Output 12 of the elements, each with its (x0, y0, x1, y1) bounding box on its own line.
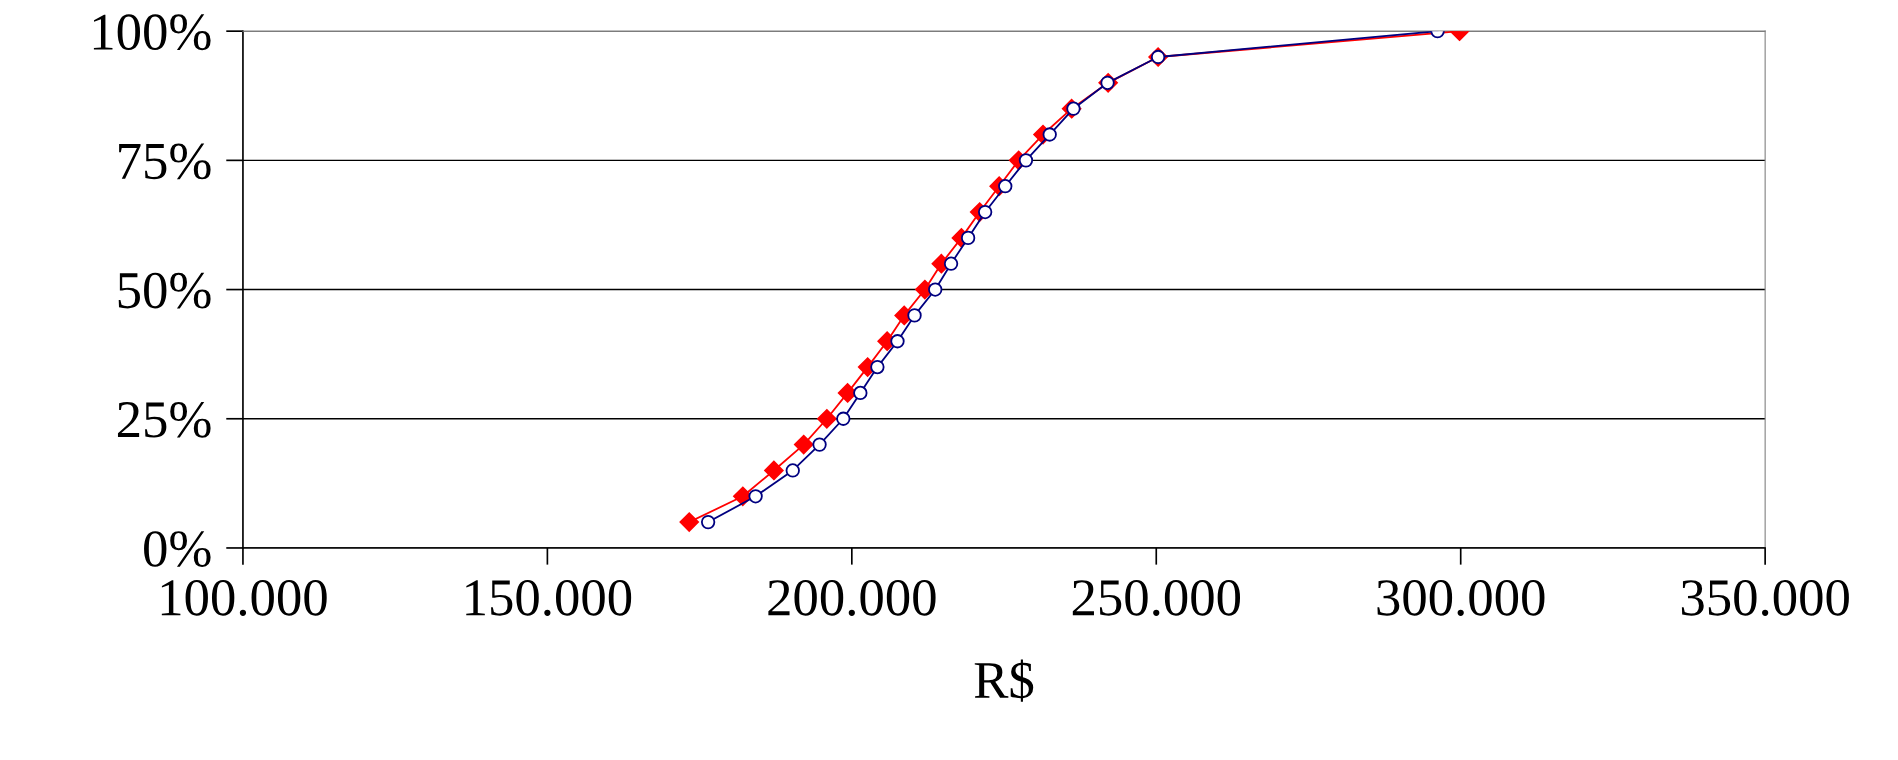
y-tick-label: 100% (93, 14, 211, 51)
x-tick-label: 350.000 (1681, 580, 1849, 616)
y-tick-label: 25% (117, 401, 211, 438)
x-tick-label: 250.000 (1072, 580, 1241, 616)
x-axis-title: R$ (974, 659, 1034, 702)
x-tick-label: 300.000 (1377, 580, 1545, 616)
y-tick-label: 50% (118, 272, 211, 309)
y-tick-label: 75% (119, 143, 211, 180)
x-tick-label: 150.000 (466, 580, 632, 616)
y-tick-label: 0% (144, 531, 211, 567)
x-tick-label: 100.000 (161, 580, 327, 616)
x-tick-label: 200.000 (768, 580, 936, 616)
